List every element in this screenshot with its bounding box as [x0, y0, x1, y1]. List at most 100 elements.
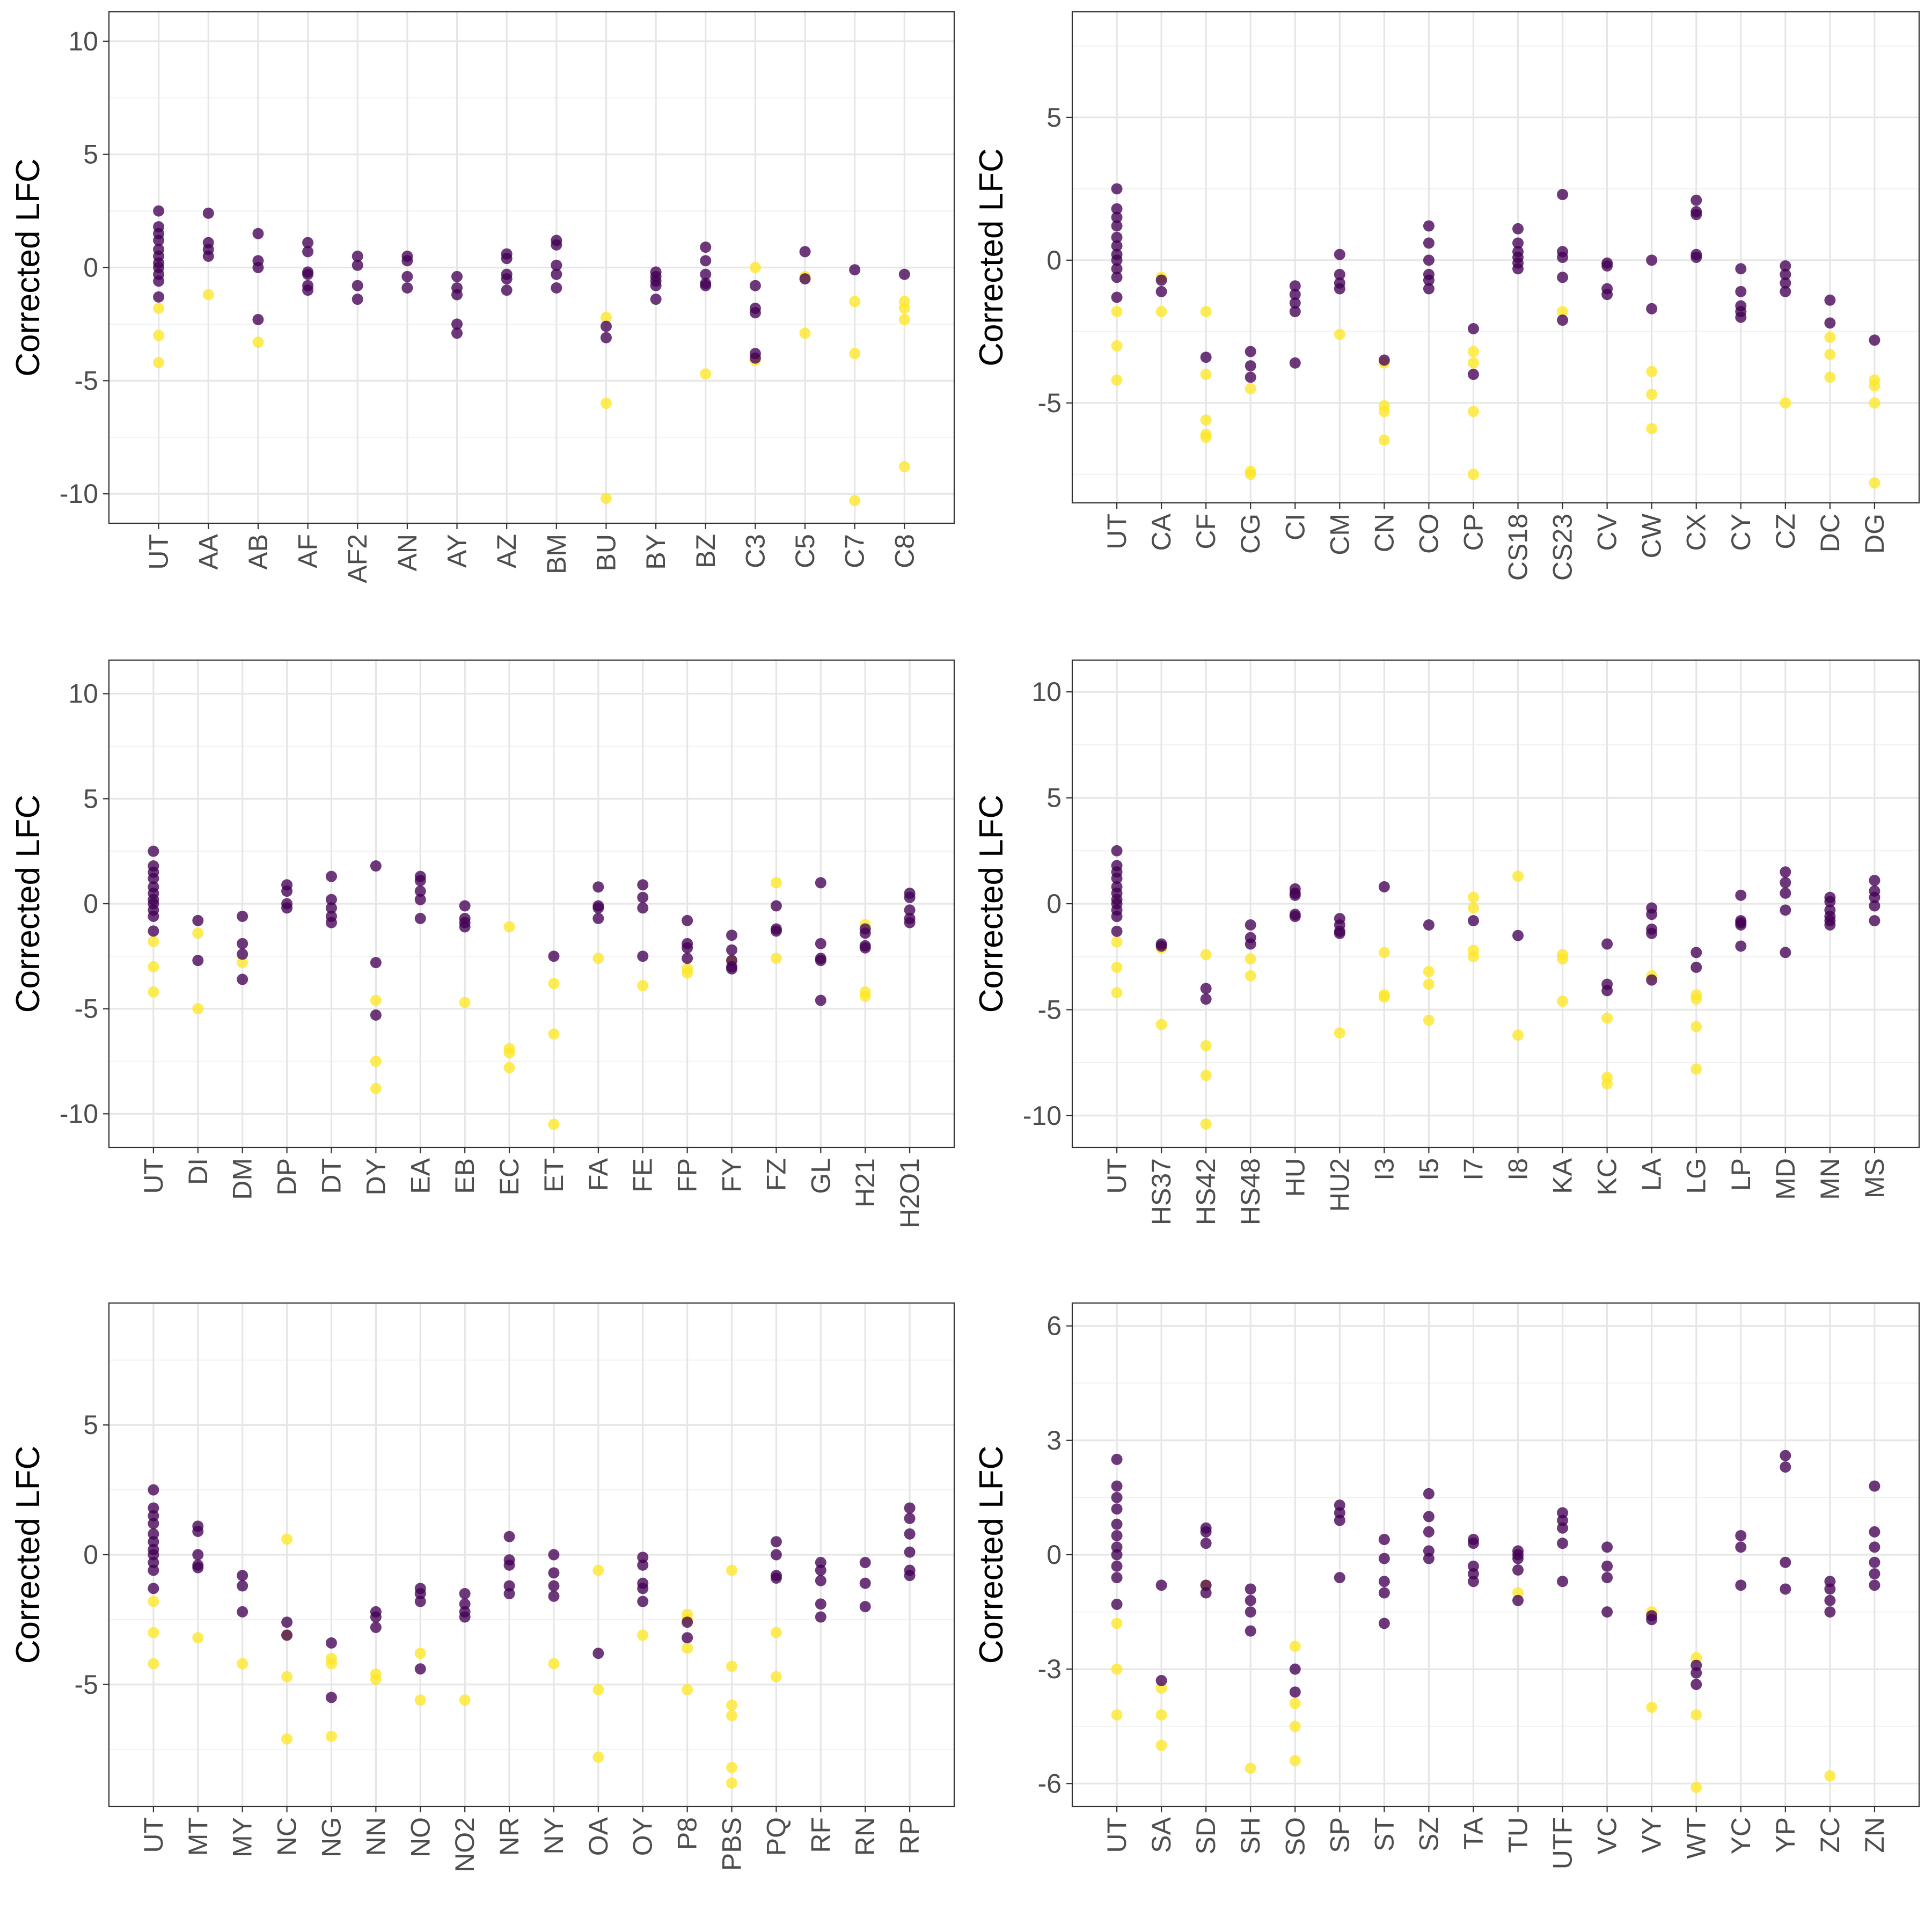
x-tick-label: DT: [316, 1158, 346, 1194]
data-point-purple: [192, 955, 204, 967]
data-point-purple: [1824, 317, 1836, 329]
data-point-purple: [1467, 915, 1479, 927]
data-point-purple: [551, 239, 562, 251]
data-point-purple: [237, 910, 248, 922]
x-tick-label: WT: [1681, 1817, 1711, 1859]
data-point-yellow: [682, 1684, 693, 1695]
data-point-purple: [1512, 263, 1524, 275]
data-point-purple: [252, 262, 264, 273]
x-tick-label: CS18: [1503, 514, 1533, 581]
data-point-purple: [1601, 985, 1613, 997]
data-point-yellow: [1646, 423, 1658, 435]
data-point-purple: [1245, 371, 1256, 383]
data-point-yellow: [237, 957, 248, 969]
x-axis: UT HS37 HS42 HS48 HU HU2 I3 I5 I7 I8 KA KC LA LG LP MD M…: [1102, 1147, 1890, 1225]
data-point-purple: [770, 1572, 782, 1584]
data-point-purple: [1690, 252, 1702, 263]
data-point-purple: [1869, 875, 1880, 887]
data-points: [1111, 183, 1880, 489]
y-tick-label: 10: [68, 26, 98, 56]
x-tick-label: OA: [583, 1817, 613, 1856]
x-tick-label: ST: [1369, 1817, 1399, 1851]
data-point-yellow: [1824, 1770, 1836, 1782]
x-tick-label: CW: [1637, 513, 1667, 558]
data-point-yellow: [459, 1694, 471, 1706]
x-tick-label: ZC: [1815, 1817, 1845, 1853]
data-point-purple: [1690, 1679, 1702, 1690]
data-point-purple: [1646, 1614, 1658, 1626]
data-point-yellow: [682, 1642, 693, 1654]
x-tick-label: FY: [717, 1158, 747, 1192]
data-point-yellow: [548, 1118, 560, 1130]
x-tick-label: NN: [361, 1817, 391, 1856]
data-point-purple: [700, 255, 712, 267]
data-point-purple: [859, 1577, 871, 1589]
data-point-purple: [237, 1606, 248, 1618]
y-axis-title: Corrected LFC: [973, 148, 1010, 367]
data-point-purple: [414, 1596, 426, 1607]
data-point-purple: [815, 938, 826, 949]
data-point-purple: [148, 1536, 159, 1548]
data-point-purple: [770, 925, 782, 937]
data-point-yellow: [1824, 348, 1836, 360]
data-point-purple: [1245, 1606, 1256, 1618]
data-point-yellow: [1601, 1078, 1613, 1090]
data-point-purple: [904, 1512, 916, 1524]
x-tick-label: HU2: [1324, 1158, 1355, 1212]
data-point-yellow: [1378, 434, 1390, 446]
data-point-purple: [325, 902, 337, 914]
data-point-purple: [815, 994, 826, 1006]
data-point-yellow: [1378, 406, 1390, 418]
data-point-yellow: [1111, 987, 1123, 999]
data-point-purple: [1111, 231, 1123, 243]
data-point-yellow: [1245, 1762, 1256, 1774]
data-point-purple: [281, 1629, 293, 1641]
data-point-yellow: [148, 986, 159, 998]
data-point-yellow: [1467, 357, 1479, 369]
data-points: [1111, 1450, 1880, 1793]
data-point-purple: [325, 870, 337, 882]
data-point-purple: [302, 246, 314, 258]
x-tick-label: UT: [1102, 514, 1132, 550]
data-point-purple: [1289, 280, 1301, 292]
x-tick-label: EB: [450, 1158, 480, 1194]
data-point-yellow: [1378, 947, 1390, 958]
data-point-yellow: [1467, 902, 1479, 914]
data-point-purple: [370, 1621, 382, 1633]
data-point-purple: [1780, 866, 1791, 878]
data-point-purple: [1378, 1553, 1390, 1564]
data-point-purple: [637, 891, 649, 903]
data-point-purple: [401, 270, 413, 282]
data-point-purple: [904, 1546, 916, 1558]
data-point-purple: [548, 1549, 560, 1561]
data-point-purple: [1780, 277, 1791, 289]
data-point-purple: [1780, 260, 1791, 272]
data-point-purple: [1557, 1522, 1569, 1534]
data-point-purple: [1824, 1594, 1836, 1606]
data-point-yellow: [592, 1564, 604, 1576]
data-point-purple: [749, 280, 761, 291]
data-point-purple: [153, 235, 165, 246]
data-point-yellow: [548, 978, 560, 990]
data-point-yellow: [202, 289, 214, 301]
data-point-yellow: [1155, 306, 1167, 318]
data-point-purple: [682, 1632, 693, 1644]
y-tick-label: -5: [75, 994, 98, 1024]
data-point-purple: [237, 938, 248, 949]
data-point-purple: [1735, 940, 1747, 952]
data-point-purple: [1111, 291, 1123, 303]
data-point-purple: [1690, 947, 1702, 958]
data-point-yellow: [770, 877, 782, 889]
data-point-yellow: [148, 935, 159, 947]
data-point-purple: [1378, 1534, 1390, 1546]
data-point-yellow: [1690, 1781, 1702, 1793]
data-point-yellow: [192, 1632, 204, 1644]
data-point-purple: [451, 318, 463, 330]
x-tick-label: YP: [1770, 1817, 1801, 1853]
data-point-purple: [414, 894, 426, 905]
data-point-purple: [1245, 1625, 1256, 1637]
data-point-purple: [1557, 1538, 1569, 1549]
data-point-yellow: [1780, 397, 1791, 409]
data-point-purple: [148, 1528, 159, 1540]
data-point-purple: [1334, 1572, 1345, 1584]
